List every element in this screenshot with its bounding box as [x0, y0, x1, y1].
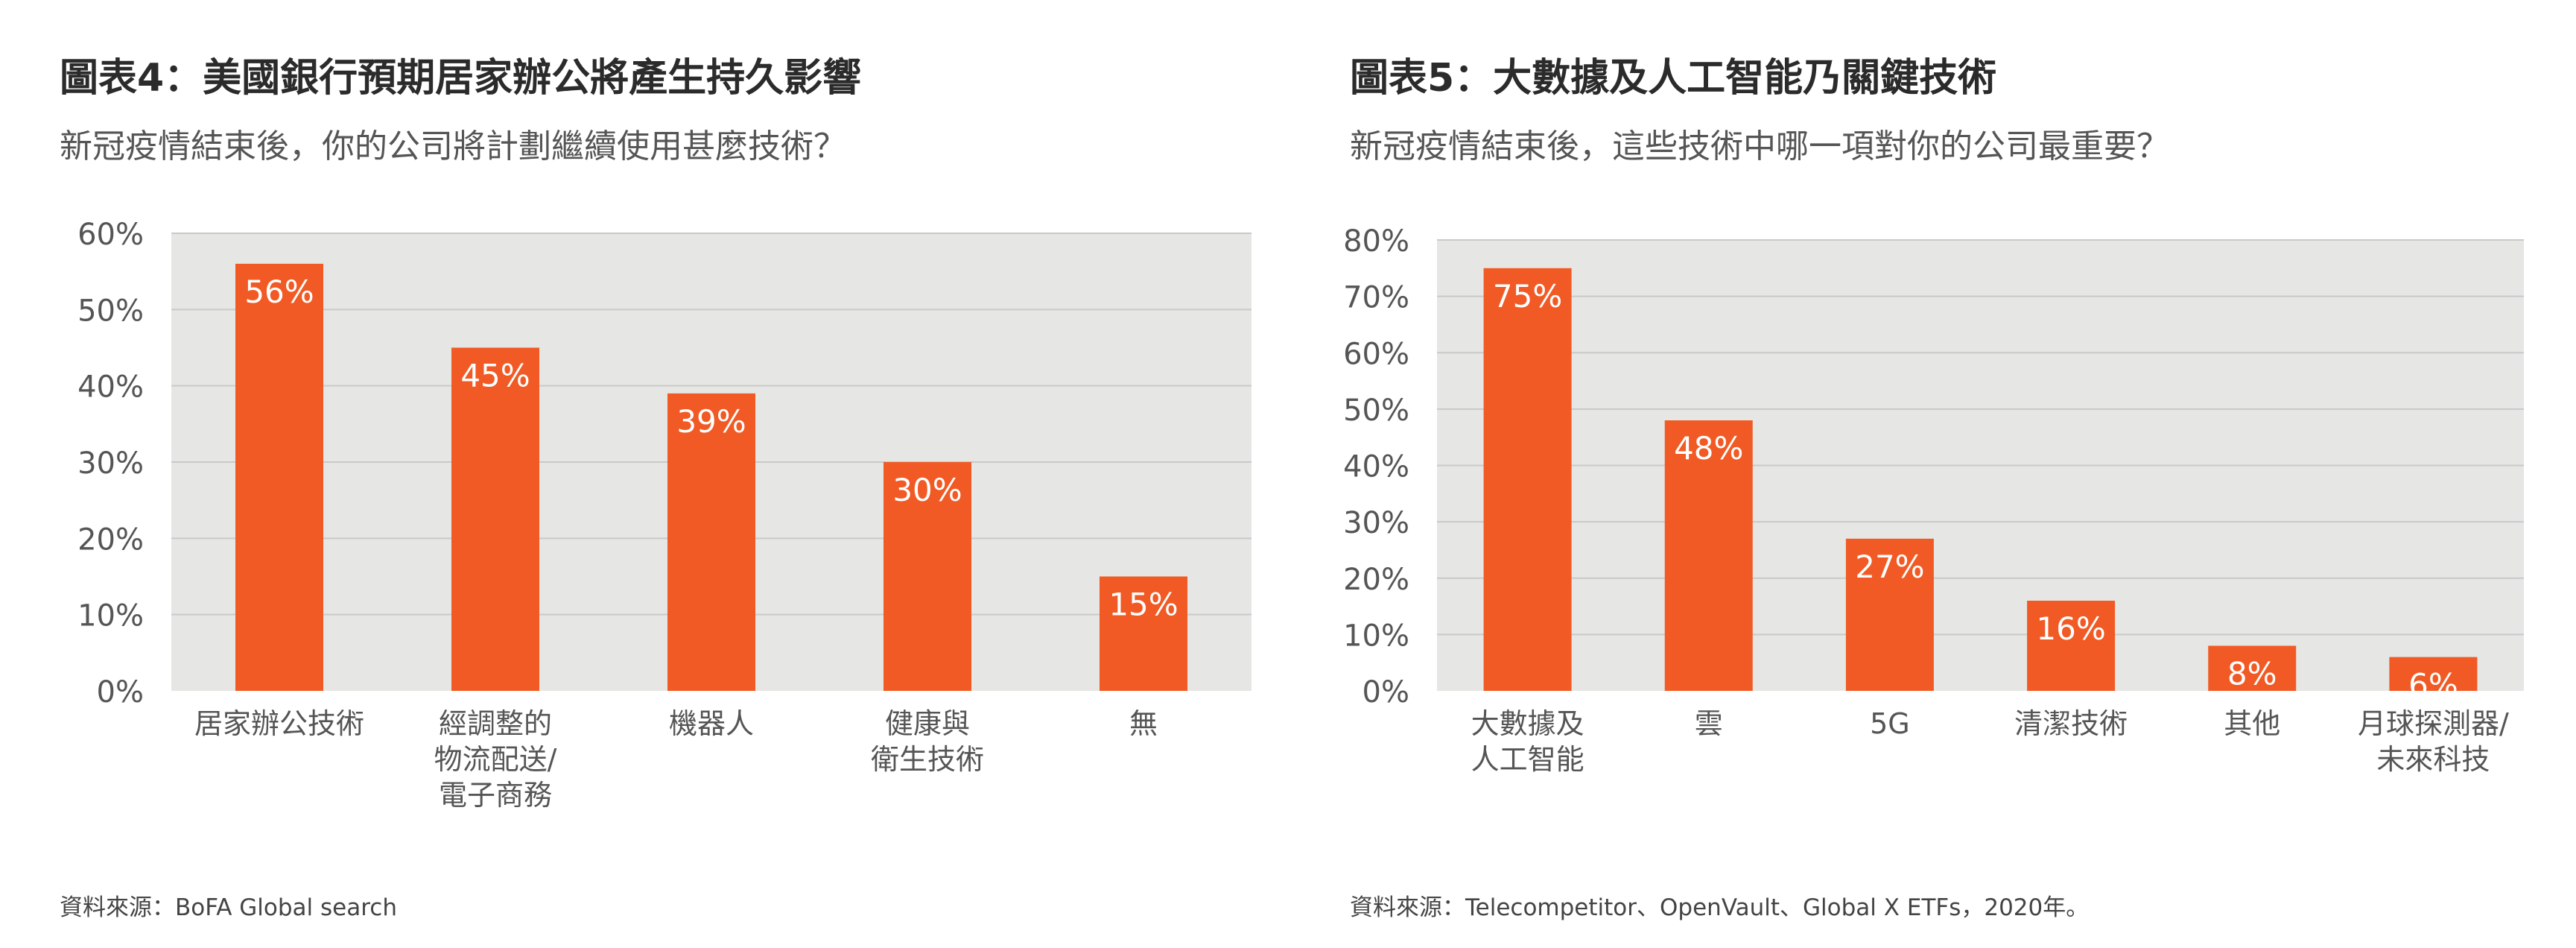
y-tick-label: 40%	[1343, 450, 1409, 484]
x-tick-label: 物流配送/	[434, 743, 557, 776]
y-tick-label: 20%	[77, 522, 144, 557]
data-label: 48%	[1674, 430, 1743, 467]
data-label: 27%	[1855, 549, 1924, 585]
y-tick-label: 10%	[77, 599, 144, 633]
data-label: 16%	[2036, 610, 2105, 647]
y-tick-label: 30%	[77, 446, 144, 481]
x-tick-label: 其他	[2224, 707, 2280, 740]
y-tick-label: 60%	[1343, 337, 1409, 371]
y-tick-label: 20%	[1343, 563, 1409, 597]
data-label: 6%	[2408, 667, 2458, 704]
x-tick-label: 電子商務	[439, 779, 552, 812]
data-label: 8%	[2227, 656, 2277, 692]
y-tick-label: 50%	[77, 294, 144, 328]
bar	[2389, 657, 2478, 691]
x-tick-label: 人工智能	[1471, 743, 1584, 776]
x-tick-label: 健康與	[885, 707, 970, 740]
chart-panel-4: 圖表4：美國銀行預期居家辦公將產生持久影響 新冠疫情結束後，你的公司將計劃繼續使…	[60, 56, 1251, 921]
y-tick-label: 60%	[77, 218, 144, 252]
bar	[883, 462, 971, 691]
chart-subtitle: 新冠疫情結束後，這些技術中哪一項對你的公司最重要？	[1350, 127, 2169, 165]
x-tick-label: 衛生技術	[871, 743, 984, 776]
x-tick-label: 無	[1129, 707, 1158, 740]
x-tick-label: 機器人	[669, 707, 754, 740]
data-label: 56%	[244, 274, 314, 310]
x-tick-label: 5G	[1870, 707, 1910, 740]
chart-source: 資料來源：Telecompetitor、OpenVault、Global X E…	[1350, 894, 2090, 921]
bar	[2027, 601, 2116, 691]
bar	[451, 347, 539, 691]
x-tick-label: 雲	[1695, 707, 1723, 740]
x-tick-label: 經調整的	[439, 707, 552, 740]
data-label: 45%	[460, 358, 530, 394]
bar	[2208, 645, 2297, 691]
bar	[1483, 268, 1572, 691]
y-tick-label: 0%	[1362, 675, 1409, 710]
y-tick-label: 70%	[1343, 281, 1409, 315]
x-tick-label: 居家辦公技術	[194, 707, 364, 740]
chart-panel-5: 圖表5：大數據及人工智能乃關鍵技術 新冠疫情結束後，這些技術中哪一項對你的公司最…	[1288, 0, 2576, 948]
chart-source: 資料來源：BoFA Global search	[60, 894, 397, 921]
data-label: 15%	[1108, 587, 1178, 623]
data-label: 75%	[1493, 278, 1562, 315]
y-tick-label: 80%	[1343, 224, 1409, 259]
bar	[667, 393, 755, 691]
x-tick-label: 清潔技術	[2014, 707, 2128, 740]
chart-subtitle: 新冠疫情結束後，你的公司將計劃繼續使用甚麼技術？	[60, 127, 846, 165]
x-tick-label: 未來科技	[2376, 743, 2490, 776]
bar-chart: 0% 10% 20% 30% 40% 50% 60% 56% 居家辦公技術 45% 經調整的物流配送…	[77, 218, 1251, 812]
y-tick-label: 0%	[97, 675, 144, 710]
bar	[1100, 576, 1187, 691]
bar	[235, 263, 323, 691]
x-tick-label: 大數據及	[1471, 707, 1584, 740]
y-tick-label: 30%	[1343, 506, 1409, 540]
chart-title: 圖表4：美國銀行預期居家辦公將產生持久影響	[60, 56, 862, 101]
data-label: 30%	[892, 472, 962, 508]
x-tick-label: 月球探測器/	[2358, 707, 2509, 740]
y-tick-label: 50%	[1343, 394, 1409, 428]
bar-chart: 0% 10% 20% 30% 40% 50% 60% 70% 80% 75% 大數據及人工智能 48%…	[1343, 224, 2524, 776]
bar	[1845, 538, 1934, 691]
data-label: 39%	[676, 403, 746, 440]
y-tick-label: 10%	[1343, 619, 1409, 653]
bar	[1664, 420, 1753, 691]
y-tick-label: 40%	[77, 370, 144, 405]
chart-title: 圖表5：大數據及人工智能乃關鍵技術	[1350, 56, 1997, 101]
